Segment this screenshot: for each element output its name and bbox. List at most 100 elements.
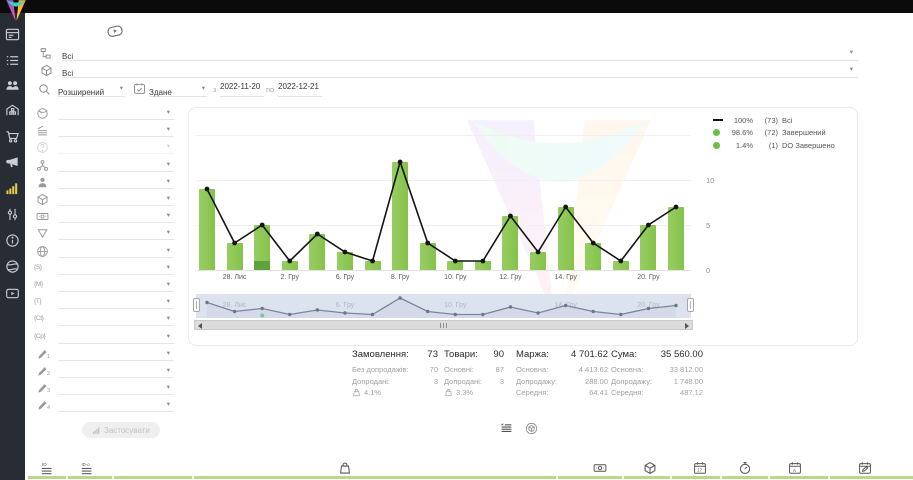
column-header-calendar-edit[interactable] bbox=[858, 461, 872, 475]
side-filter-select[interactable] bbox=[58, 159, 174, 172]
legend-item-Завершений[interactable]: 98.6% (72) Завершений bbox=[713, 127, 853, 140]
side-filter-select[interactable] bbox=[58, 141, 174, 155]
side-filter-17[interactable]: 3 ▾ bbox=[34, 381, 174, 397]
bar-day-11 bbox=[474, 261, 491, 270]
scroll-right-arrow-icon[interactable] bbox=[685, 323, 689, 329]
table-header-border bbox=[28, 476, 913, 479]
side-filter-select[interactable] bbox=[58, 107, 174, 120]
column-header-id-o[interactable] bbox=[81, 461, 95, 475]
apply-button[interactable]: Застосувати bbox=[82, 422, 160, 438]
brand-logo-icon[interactable] bbox=[3, 0, 29, 23]
side-filter-select[interactable] bbox=[58, 382, 174, 396]
side-filter-select[interactable] bbox=[58, 279, 174, 292]
sidebar-item-analytics-icon[interactable] bbox=[5, 181, 20, 196]
search-icon[interactable] bbox=[38, 83, 51, 96]
top-bar bbox=[0, 0, 913, 13]
column-header-timer[interactable] bbox=[738, 461, 752, 475]
side-filter-1[interactable]: ▾ bbox=[34, 106, 174, 122]
side-filter-8[interactable]: ▾ bbox=[34, 226, 174, 242]
legend-item-Всі[interactable]: 100% (73) Всі bbox=[713, 114, 853, 127]
chart-navigator[interactable]: 28. Лис 6. Гру 10. Гру 14. Гру 20. Гру bbox=[193, 294, 694, 318]
side-filter-6[interactable]: ▾ bbox=[34, 192, 174, 208]
side-filter-select[interactable] bbox=[58, 313, 174, 327]
side-filter-2[interactable]: ▾ bbox=[34, 123, 174, 139]
side-filter-16[interactable]: 2 ▾ bbox=[34, 364, 174, 380]
column-header-box[interactable] bbox=[643, 461, 657, 475]
side-filter-3[interactable]: ▾ bbox=[34, 140, 174, 156]
filter-product[interactable]: Всі ▾ bbox=[25, 63, 860, 79]
legend-item-DO Завершено[interactable]: 1.4% (1) DO Завершено bbox=[713, 139, 853, 152]
side-filter-select[interactable] bbox=[58, 399, 174, 413]
x-axis-label: 8. Гру bbox=[390, 274, 410, 281]
side-filter-select[interactable] bbox=[58, 176, 174, 189]
column-header-banknote[interactable] bbox=[593, 461, 607, 475]
side-filter-15[interactable]: 1 ▾ bbox=[34, 347, 174, 363]
sidebar-item-megaphone-icon[interactable] bbox=[5, 155, 20, 170]
sidebar-item-orders-list-icon[interactable] bbox=[5, 53, 20, 68]
stats-list-toggle[interactable] bbox=[500, 422, 513, 435]
mode-select[interactable]: Розширений ▾ bbox=[58, 82, 125, 97]
stat-column-4: Сума: 35 560.00 Основна: 33 812.00 Допродажу… bbox=[611, 349, 703, 399]
stat-sub-label: Основна: bbox=[516, 365, 549, 374]
side-filter-13[interactable]: {Ct} ▾ bbox=[34, 312, 174, 328]
sidebar-item-warehouse-icon[interactable] bbox=[5, 103, 20, 118]
sidebar-item-info-icon[interactable] bbox=[5, 233, 20, 248]
side-filter-select[interactable] bbox=[58, 296, 174, 310]
sidebar-item-video-icon[interactable] bbox=[5, 286, 20, 301]
chevron-down-icon: ▾ bbox=[119, 85, 123, 92]
calendar-17-icon bbox=[693, 461, 707, 475]
sidebar-item-dashboard-icon[interactable] bbox=[5, 27, 20, 42]
side-filter-11[interactable]: {M} ▾ bbox=[34, 278, 174, 294]
side-filter-4[interactable]: ▾ bbox=[34, 158, 174, 174]
side-filter-select[interactable] bbox=[58, 193, 174, 206]
date-type-select[interactable]: Здане ▾ bbox=[149, 82, 207, 97]
bar-completed-segment bbox=[392, 162, 409, 270]
navigator-left-handle[interactable] bbox=[193, 298, 200, 312]
sidebar-item-globe-icon[interactable] bbox=[5, 259, 20, 274]
side-filter-select[interactable] bbox=[58, 365, 174, 378]
circle-box-toggle[interactable] bbox=[525, 422, 538, 435]
scroll-left-arrow-icon[interactable] bbox=[198, 323, 202, 329]
date-to-input[interactable]: 2022-12-21 bbox=[278, 82, 322, 97]
side-filter-14[interactable]: {Cp} ▾ bbox=[34, 330, 174, 346]
column-header-bag[interactable] bbox=[338, 461, 352, 475]
side-filter-select[interactable] bbox=[58, 210, 174, 224]
navigator-selection[interactable] bbox=[196, 294, 691, 318]
box-icon bbox=[40, 64, 53, 77]
side-filter-select[interactable] bbox=[58, 124, 174, 138]
chevron-down-icon[interactable]: ▾ bbox=[849, 49, 853, 56]
side-filter-9[interactable]: ▾ bbox=[34, 244, 174, 260]
bar-completed-segment bbox=[336, 252, 353, 270]
filter-source[interactable]: Всі ▾ bbox=[25, 46, 860, 62]
column-separator bbox=[622, 476, 624, 479]
column-header-calendar-a[interactable] bbox=[788, 461, 802, 475]
side-filter-10[interactable]: {S} ▾ bbox=[34, 261, 174, 277]
side-filter-select[interactable] bbox=[58, 262, 174, 275]
scroll-grip-icon[interactable] bbox=[439, 322, 449, 328]
gridline bbox=[196, 135, 691, 136]
date-from-label: з bbox=[213, 85, 217, 94]
sidebar-item-cart-icon[interactable] bbox=[5, 129, 20, 144]
sidebar-item-sliders-icon[interactable] bbox=[5, 207, 20, 222]
navigator-scrollbar[interactable] bbox=[194, 320, 693, 330]
side-filter-select[interactable] bbox=[58, 245, 174, 258]
side-filter-select[interactable] bbox=[58, 331, 174, 344]
side-filter-18[interactable]: 4 ▾ bbox=[34, 398, 174, 414]
sliders-icon bbox=[5, 207, 20, 222]
date-from-input[interactable]: 2022-11-20 bbox=[220, 82, 264, 97]
side-filter-7[interactable]: ▾ bbox=[34, 209, 174, 225]
side-filter-select[interactable] bbox=[58, 227, 174, 241]
navigator-right-handle[interactable] bbox=[687, 298, 694, 312]
column-header-id-list[interactable] bbox=[41, 461, 55, 475]
box-icon bbox=[36, 193, 49, 206]
side-filter-5[interactable]: ▾ bbox=[34, 175, 174, 191]
video-hint-icon[interactable] bbox=[102, 22, 128, 40]
side-filter-select[interactable] bbox=[58, 348, 174, 361]
stat-sub-value: 4 413.62 bbox=[578, 365, 608, 374]
column-header-calendar-17[interactable] bbox=[693, 461, 707, 475]
sidebar-item-users-icon[interactable] bbox=[5, 78, 20, 93]
bar-completed-segment bbox=[419, 243, 436, 270]
globe-icon bbox=[5, 259, 20, 274]
side-filter-12[interactable]: {T} ▾ bbox=[34, 295, 174, 311]
chevron-down-icon[interactable]: ▾ bbox=[849, 66, 853, 73]
